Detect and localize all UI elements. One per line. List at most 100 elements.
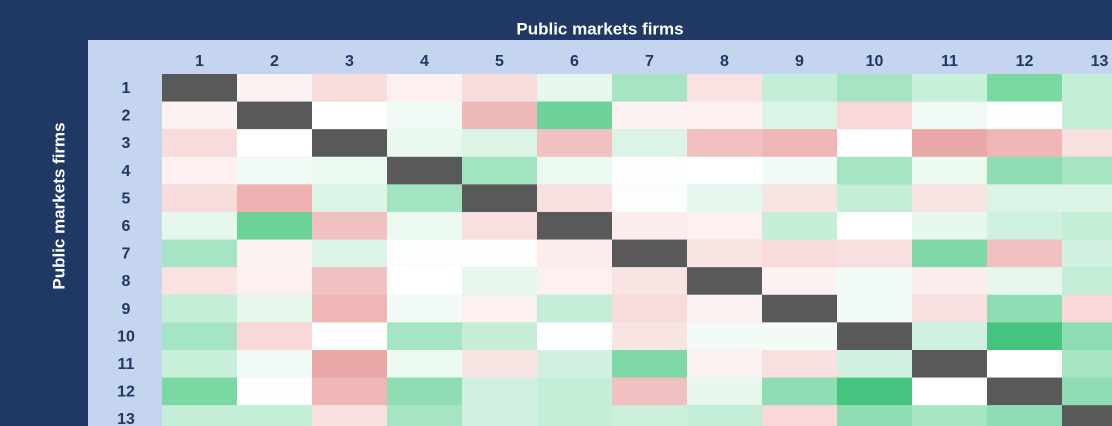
cell (162, 322, 237, 350)
cell (462, 156, 537, 185)
cell (987, 74, 1062, 102)
cell (1062, 267, 1112, 295)
row-title: Public markets firms (49, 122, 68, 289)
cell (312, 74, 387, 102)
cell (237, 294, 312, 323)
cell (687, 184, 762, 212)
cell (537, 267, 612, 295)
cell (687, 74, 762, 102)
row-label: 5 (122, 190, 131, 207)
cell (687, 294, 762, 323)
cell (387, 405, 462, 426)
cell (612, 101, 687, 130)
row-label: 11 (118, 356, 135, 373)
cell (537, 350, 612, 378)
cell (312, 377, 387, 406)
cell (612, 322, 687, 350)
cell (462, 74, 537, 102)
cell (612, 405, 687, 426)
cell (237, 405, 312, 426)
cell (987, 267, 1062, 295)
cell (312, 239, 387, 268)
cell (237, 129, 312, 157)
cell (312, 322, 387, 350)
row-label: 9 (122, 301, 131, 318)
cell (162, 294, 237, 323)
cell (762, 350, 837, 378)
cell (837, 101, 912, 130)
cell (987, 184, 1062, 212)
cell (762, 184, 837, 212)
cell (987, 101, 1062, 130)
cell (237, 101, 312, 130)
cell (762, 129, 837, 157)
cell (912, 294, 987, 323)
cell (1062, 322, 1112, 350)
row-label: 3 (122, 135, 131, 152)
cell (687, 267, 762, 295)
cell (912, 156, 987, 185)
cell (912, 101, 987, 130)
cell (762, 239, 837, 268)
cell (987, 129, 1062, 157)
cell (687, 101, 762, 130)
cell (537, 101, 612, 130)
cell (312, 405, 387, 426)
cell (312, 101, 387, 130)
cell (762, 74, 837, 102)
cell (762, 294, 837, 323)
cell (837, 239, 912, 268)
cell (612, 129, 687, 157)
cell (462, 267, 537, 295)
cell (162, 350, 237, 378)
cell (837, 405, 912, 426)
cell (237, 184, 312, 212)
cell (912, 267, 987, 295)
column-label: 5 (495, 53, 504, 70)
cell (537, 294, 612, 323)
cell (387, 239, 462, 268)
cell (312, 129, 387, 157)
cell (237, 74, 312, 102)
row-label: 8 (122, 273, 131, 290)
cell (912, 129, 987, 157)
cell (762, 101, 837, 130)
cell (837, 267, 912, 295)
cell (1062, 74, 1112, 102)
cell (462, 322, 537, 350)
cell (612, 350, 687, 378)
cell (537, 74, 612, 102)
cell (687, 239, 762, 268)
cell (387, 377, 462, 406)
row-label: 2 (122, 108, 131, 125)
cell (462, 239, 537, 268)
cell (987, 377, 1062, 406)
cell (1062, 294, 1112, 323)
cell (312, 212, 387, 240)
column-label: 13 (1091, 53, 1109, 70)
cell (237, 267, 312, 295)
cell (1062, 239, 1112, 268)
column-label: 11 (941, 53, 958, 70)
cell (612, 156, 687, 185)
cell (837, 294, 912, 323)
cell (687, 322, 762, 350)
cell (1062, 101, 1112, 130)
cell (987, 405, 1062, 426)
cell (387, 267, 462, 295)
cell (762, 156, 837, 185)
cell (237, 156, 312, 185)
cell (387, 184, 462, 212)
column-label: 2 (270, 53, 279, 70)
column-label: 3 (345, 53, 354, 70)
cell (1062, 212, 1112, 240)
cell (912, 184, 987, 212)
cell (237, 212, 312, 240)
row-label: 7 (122, 246, 131, 263)
cell (162, 74, 237, 102)
column-label: 9 (795, 53, 804, 70)
cell (237, 239, 312, 268)
cell (387, 294, 462, 323)
cell (162, 267, 237, 295)
